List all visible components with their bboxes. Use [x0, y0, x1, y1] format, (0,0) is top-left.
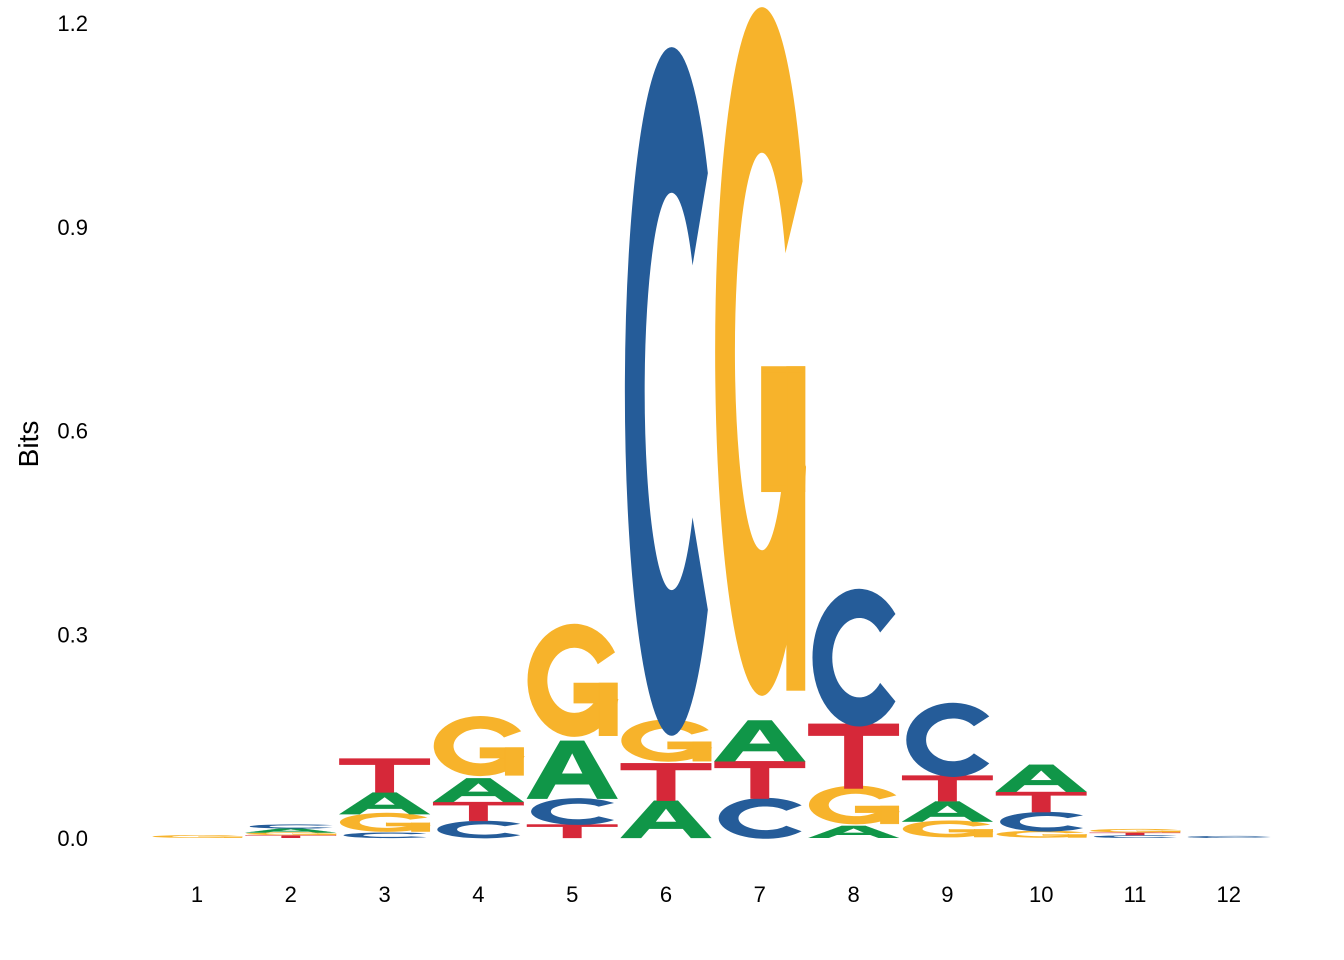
letter-G-pos-1 [162, 835, 242, 837]
stack-position-4 [432, 722, 524, 837]
letter-G-pos-9 [913, 822, 993, 837]
letter-C-pos-7 [729, 802, 794, 834]
stack-position-6 [620, 120, 712, 839]
stack-position-12 [1198, 836, 1263, 838]
letter-T-pos-11 [1089, 832, 1181, 836]
y-tick-label: 0.9 [57, 215, 88, 240]
stack-position-8 [808, 603, 900, 839]
letter-A-pos-3 [339, 792, 431, 815]
y-axis-title: Bits [13, 421, 44, 468]
letter-A-pos-5 [526, 740, 618, 800]
y-tick-label: 0.6 [57, 419, 88, 444]
letter-G-pos-11 [1100, 829, 1180, 832]
letter-stacks [162, 80, 1263, 838]
letter-G-pos-3 [350, 815, 430, 832]
letter-G-pos-4 [444, 722, 524, 775]
letter-T-pos-5 [526, 823, 618, 839]
letter-T-pos-9 [901, 775, 993, 802]
stack-position-9 [901, 711, 993, 838]
letter-G-pos-5 [537, 636, 617, 736]
letter-T-pos-7 [714, 760, 806, 800]
x-tick-label: 2 [285, 882, 297, 907]
letter-C-pos-11 [1104, 836, 1169, 838]
letter-A-pos-9 [901, 800, 993, 823]
stack-position-1 [162, 835, 242, 837]
stack-position-5 [526, 636, 618, 839]
letter-G-pos-8 [819, 790, 899, 824]
letter-C-pos-10 [1010, 814, 1075, 830]
stack-position-7 [715, 80, 805, 834]
letter-C-pos-2 [260, 825, 325, 828]
stack-position-11 [1089, 829, 1181, 838]
x-tick-label: 11 [1124, 882, 1147, 907]
letter-A-pos-6 [620, 800, 712, 839]
letter-A-pos-8 [808, 825, 900, 839]
x-tick-label: 5 [566, 882, 578, 907]
letter-C-pos-6 [635, 120, 700, 663]
y-axis: 0.0 0.3 0.6 0.9 1.2 [57, 11, 88, 851]
letter-A-pos-2 [245, 828, 337, 834]
x-tick-label: 4 [472, 882, 484, 907]
letter-T-pos-6 [620, 762, 712, 802]
letter-A-pos-4 [432, 777, 524, 803]
y-tick-label: 1.2 [57, 11, 88, 36]
stack-position-2 [245, 825, 337, 839]
stack-position-3 [339, 758, 431, 838]
letter-T-pos-10 [995, 791, 1087, 813]
letter-C-pos-8 [822, 603, 887, 712]
letter-C-pos-9 [916, 711, 981, 769]
letter-C-pos-3 [353, 833, 418, 837]
x-tick-label: 7 [754, 882, 766, 907]
letter-A-pos-7 [714, 720, 806, 762]
letter-G-pos-2 [256, 833, 336, 835]
letter-C-pos-12 [1198, 836, 1263, 838]
x-tick-label: 9 [941, 882, 953, 907]
letter-C-pos-4 [447, 823, 512, 837]
letter-T-pos-8 [808, 723, 900, 789]
y-tick-label: 0.3 [57, 622, 88, 647]
letter-T-pos-4 [432, 801, 524, 822]
letter-A-pos-10 [995, 764, 1087, 793]
x-tick-label: 1 [191, 882, 203, 907]
letter-T-pos-3 [339, 758, 431, 793]
letter-C-pos-5 [541, 801, 606, 822]
x-tick-label: 3 [378, 882, 390, 907]
letter-T-pos-2 [245, 834, 337, 839]
letter-G-pos-7 [725, 80, 805, 687]
y-tick-label: 0.0 [57, 826, 88, 851]
x-tick-label: 10 [1029, 882, 1053, 907]
x-tick-label: 6 [660, 882, 672, 907]
x-axis: 1 2 3 4 5 6 7 8 9 10 11 12 [191, 882, 1241, 907]
stack-position-10 [995, 764, 1087, 838]
x-tick-label: 12 [1217, 882, 1241, 907]
x-tick-label: 8 [847, 882, 859, 907]
letter-G-pos-10 [1006, 831, 1086, 837]
